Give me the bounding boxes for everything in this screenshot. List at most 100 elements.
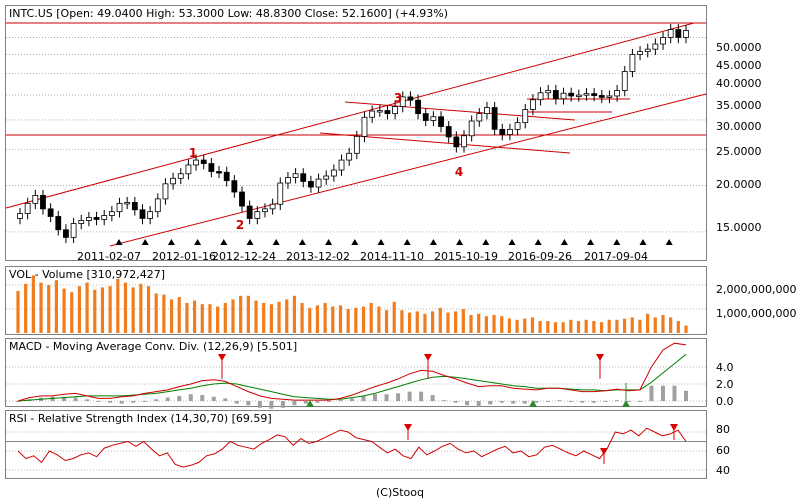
x-tick-2012-01: 2012-01-16 [152,250,216,263]
volume-bar [400,310,404,333]
candle-up [269,203,276,210]
macd-histogram-bar [119,401,124,404]
volume-bar [154,293,158,333]
candle-up [262,208,268,213]
candle-up [629,54,636,72]
cycle-marker [115,239,123,245]
candle-up [124,202,131,205]
price-title-bg [6,6,400,20]
macd-tick-0: 0.0 [716,395,734,408]
macd-histogram-bar [338,400,343,402]
macd-histogram-bar [154,399,159,401]
volume-bar [354,307,358,333]
macd-buy-marker [306,400,314,407]
macd-histogram-bar [257,401,262,408]
price-title: INTC.US [Open: 49.0400 High: 53.3000 Low… [9,7,448,20]
candle-up [560,92,567,100]
x-tick-2015: 2015-10-19 [434,250,498,263]
volume-bar [185,303,189,333]
cycle-marker [613,239,621,245]
macd-histogram-bar [476,401,481,407]
rsi-marker [404,424,412,431]
macd-title: MACD - Moving Average Conv. Div. (12,26,… [9,340,297,353]
candle-up [637,51,643,55]
macd-tick-2: 2.0 [716,378,734,391]
rsi-panel [5,410,707,479]
macd-histogram-bar [73,397,78,401]
volume-bar [546,321,550,333]
volume-bar [54,280,58,333]
price-tick-20: 20.0000 [716,178,762,191]
macd-histogram-bar [649,385,654,401]
volume-bar [116,279,120,333]
volume-bar [231,299,235,333]
candle-down [552,90,559,100]
cycle-marker [325,239,333,245]
cycle-marker [403,239,411,245]
macd-sell-marker [596,354,604,361]
candle-down [93,217,100,220]
macd-histogram-bar [315,401,320,403]
candle-up [24,202,31,214]
wave-label-2: 2 [236,218,244,232]
rsi-tick-60: 60 [716,444,730,457]
candle-down [675,29,682,38]
x-tick-2013: 2013-12-02 [286,250,350,263]
candle-down [407,96,414,101]
macd-histogram-bar [108,401,113,403]
price-tick-45: 45.0000 [716,59,762,72]
volume-tick-1b: 1,000,000,000 [716,307,796,320]
volume-bar [338,305,343,333]
macd-buy-marker [529,400,537,407]
macd-histogram-bar [280,401,285,408]
rsi-line [17,427,687,468]
volume-bar [507,318,512,333]
candle-down [40,195,46,210]
volume-bar [500,316,504,333]
candle-up [476,113,483,122]
candle-down [422,113,429,121]
volume-bar [47,285,51,333]
candle-down [131,202,138,211]
macd-histogram-bar [361,395,366,401]
candle-up [346,152,353,161]
macd-histogram-bar [62,396,67,401]
price-tick-15: 15.0000 [716,221,762,234]
volume-bar [346,309,350,333]
candle-down [216,171,222,174]
volume-bar [561,322,565,333]
volume-bar [177,297,181,333]
candle-down [598,95,605,98]
macd-histogram-bar [350,398,354,401]
cycle-marker [534,239,542,245]
volume-bar [454,311,458,333]
volume-bar [246,295,250,333]
candle-up [193,159,199,166]
volume-bar [592,321,596,333]
macd-histogram-bar [396,393,401,401]
volume-bar [530,317,535,333]
cycle-marker [246,239,254,245]
cycle-marker [508,239,516,245]
candle-down [453,136,460,148]
macd-histogram-bar [326,401,331,402]
candle-down [47,208,54,217]
cycle-marker [298,239,306,245]
rsi-title: RSI - Relative Strength Index (14,30,70)… [9,412,272,425]
cycle-marker [482,239,490,245]
volume-bar [208,304,212,333]
volume-bar [31,275,35,333]
macd-histogram-bar [419,391,424,401]
macd-histogram-bar [465,401,470,406]
volume-bar [661,315,665,333]
candle-down [591,93,598,96]
price-tick-30: 30.0000 [716,120,762,133]
volume-bar [123,282,128,333]
macd-panel [5,338,707,407]
candle-down [200,159,207,164]
volume-bar [553,322,558,333]
candle-up [683,30,689,38]
candle-down [445,126,452,138]
macd-sell-marker [424,354,432,361]
